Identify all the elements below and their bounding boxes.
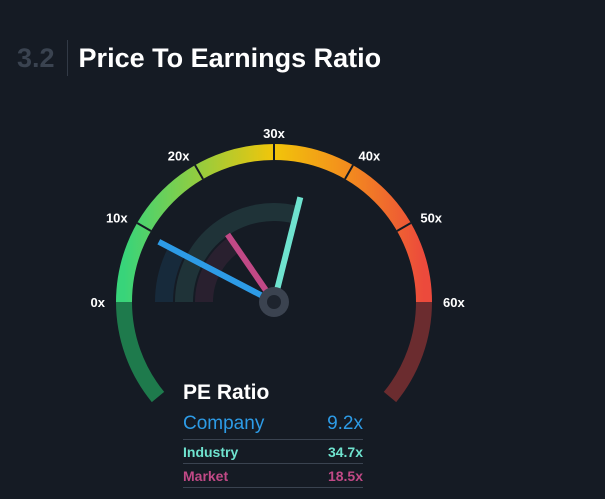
gauge-lower-left: [116, 301, 165, 403]
legend-company-value: 9.2x: [327, 413, 363, 434]
tick-label: 40x: [359, 149, 381, 164]
tick-label: 30x: [263, 126, 285, 141]
legend-row-industry: Industry 34.7x: [183, 440, 363, 464]
gauge-tick: [136, 222, 152, 232]
gauge-tick: [344, 164, 354, 180]
gauge-tick: [194, 164, 204, 180]
legend-company-name: Company: [183, 413, 265, 434]
legend-market-name: Market: [183, 467, 229, 484]
legend-title: PE Ratio: [183, 381, 270, 404]
tick-label: 20x: [168, 149, 190, 164]
legend-row-company: Company 9.2x: [183, 409, 363, 440]
needle-industry: [271, 196, 304, 303]
legend-row-market: Market 18.5x: [183, 464, 363, 488]
legend-industry-value: 34.7x: [327, 443, 363, 460]
page-title: Price To Earnings Ratio: [78, 42, 382, 73]
back-arc-industry: [175, 203, 299, 303]
section-header: 3.2 Price To Earnings Ratio: [17, 40, 381, 76]
pe-legend: PE Ratio Company 9.2x Industry 34.7x Mar…: [183, 379, 363, 488]
gauge-hub-dot: [267, 295, 281, 309]
section-number: 3.2: [17, 42, 55, 73]
tick-label: 60x: [443, 295, 465, 310]
header-divider: [66, 40, 68, 76]
gauge-tick: [396, 222, 412, 232]
back-arc-company: [155, 246, 185, 303]
tick-label: 10x: [106, 211, 128, 226]
legend-industry-name: Industry: [183, 443, 239, 460]
tick-label: 50x: [420, 211, 442, 226]
gauge-lower-right: [383, 301, 432, 403]
legend-market-value: 18.5x: [327, 467, 363, 484]
needle-company: [157, 239, 276, 305]
tick-label: 0x: [91, 295, 106, 310]
